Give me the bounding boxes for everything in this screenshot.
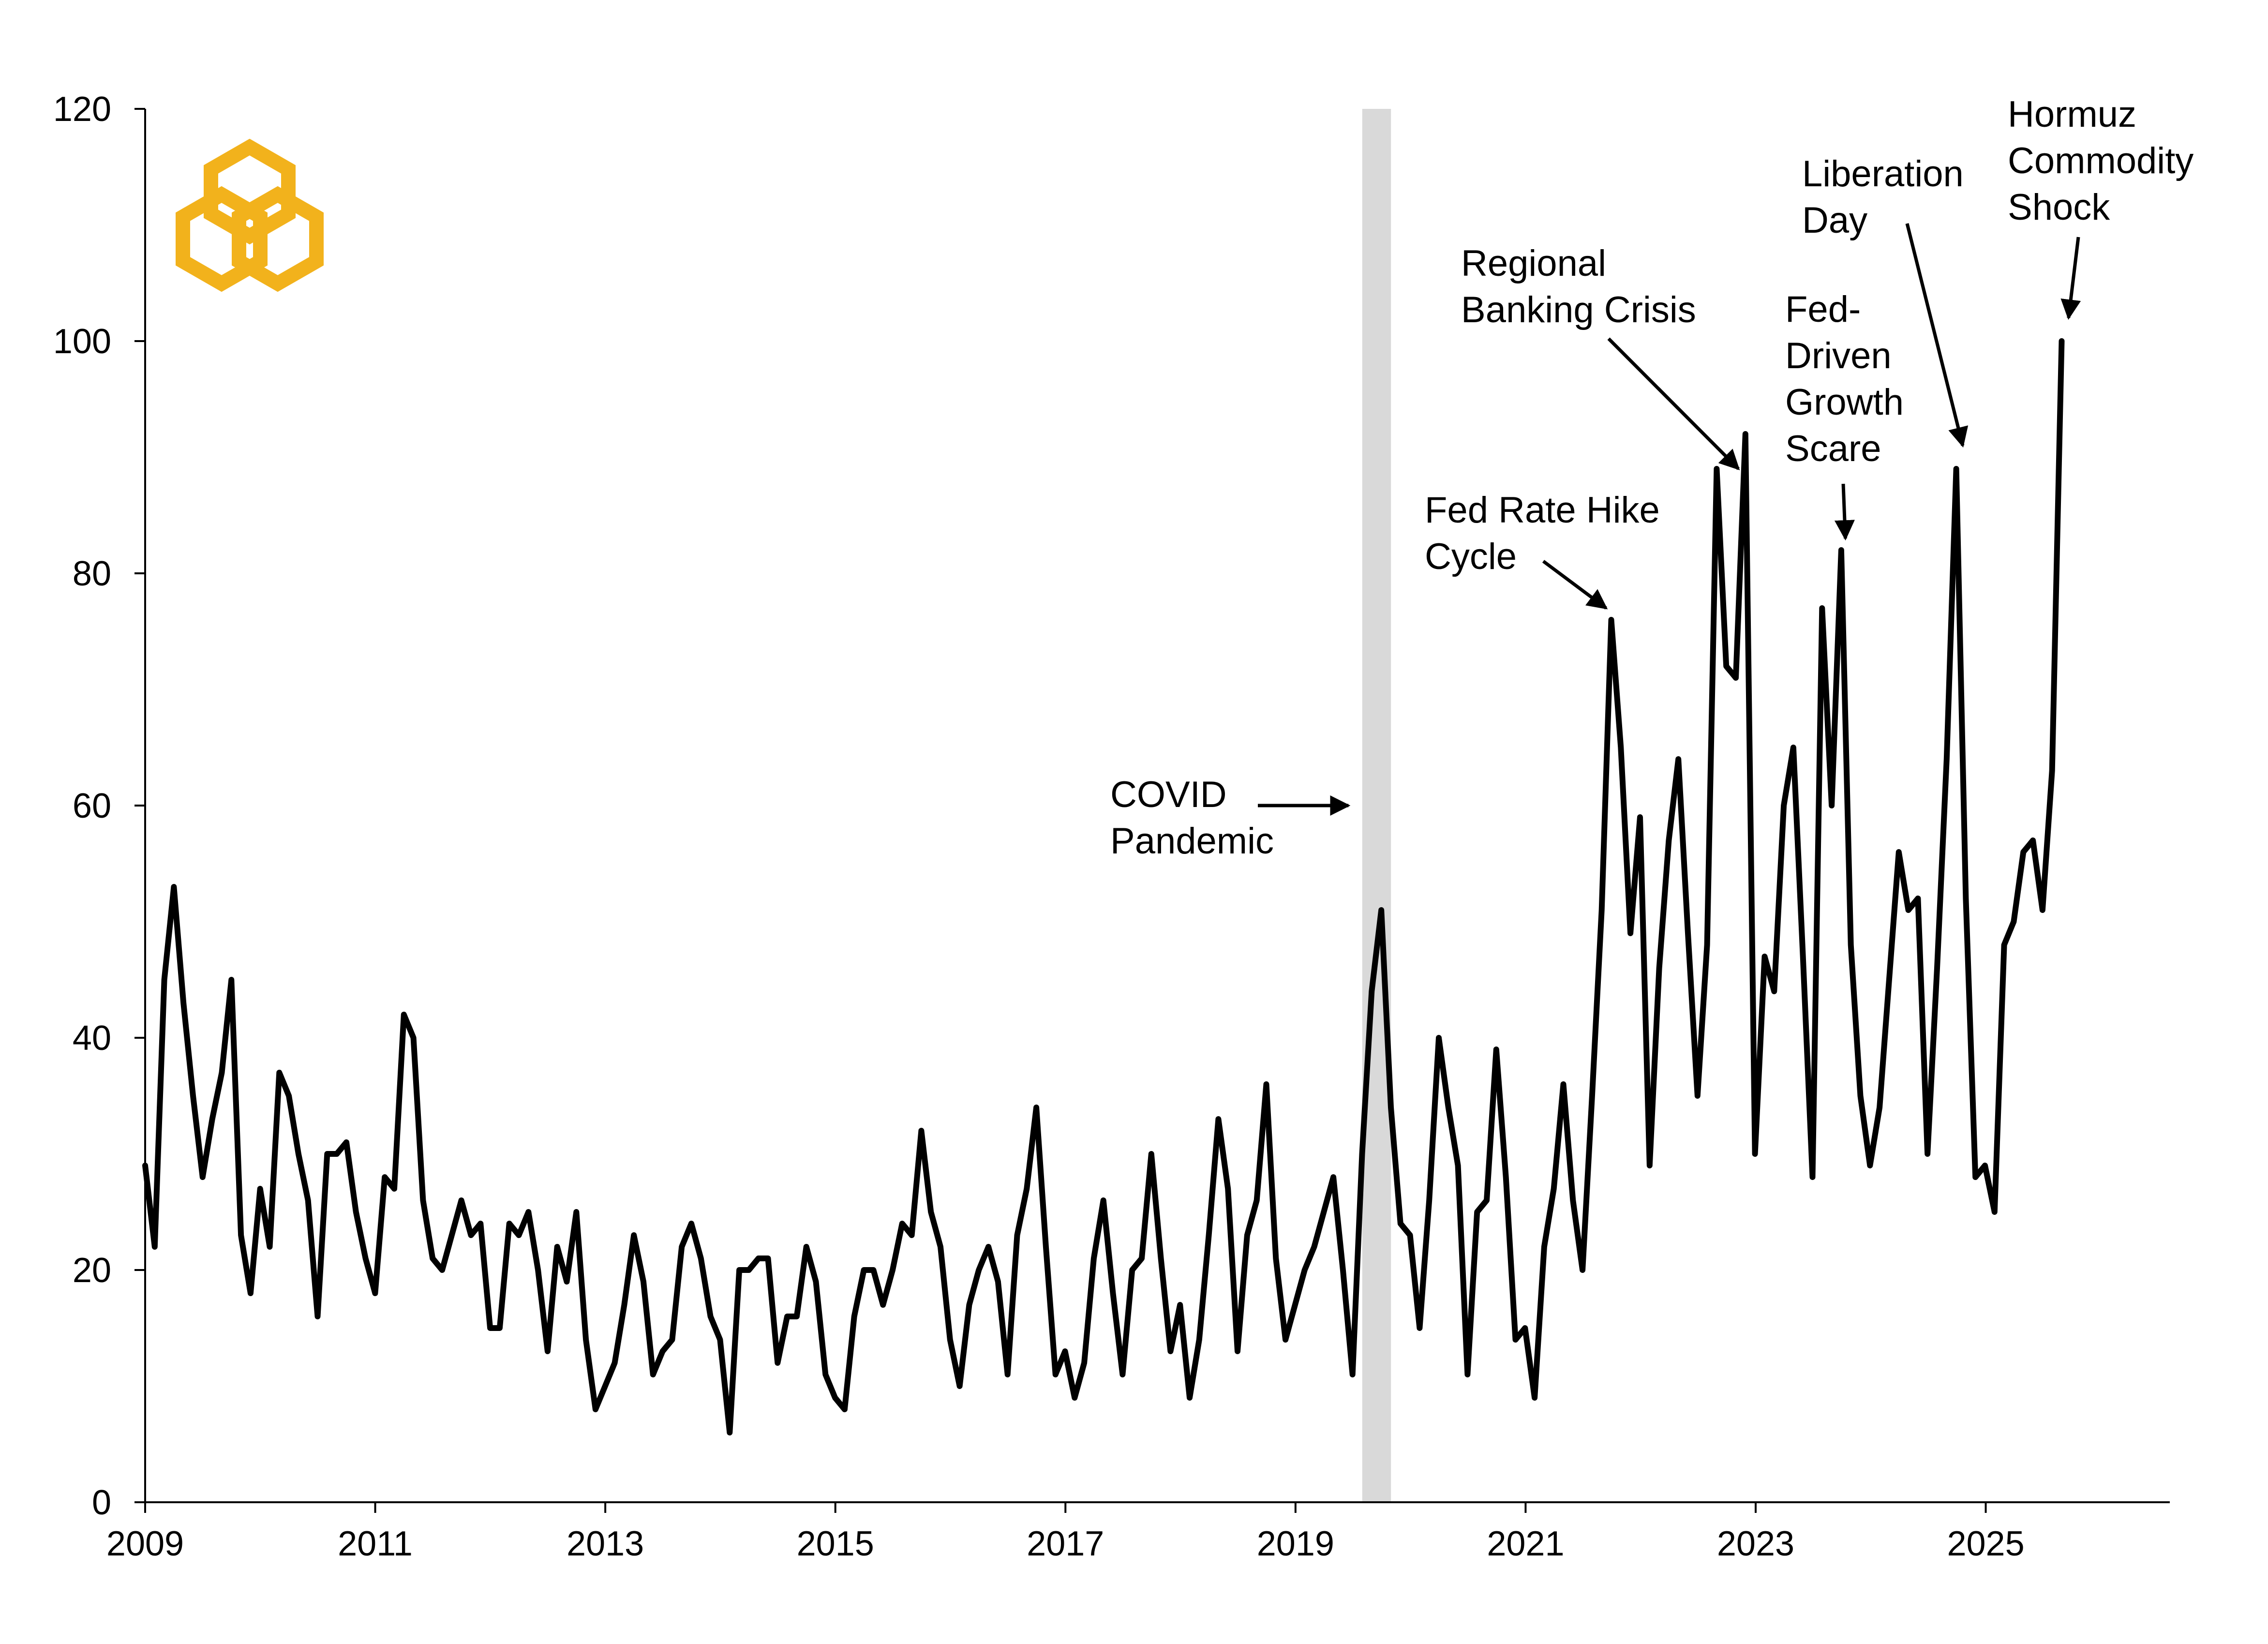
annotation-covid: COVID Pandemic xyxy=(1110,774,1351,862)
annotation-arrow xyxy=(1834,483,1855,541)
logo-hexagon-top xyxy=(204,138,296,245)
y-tick-label: 0 xyxy=(92,1483,111,1522)
annotation-label-line: Banking Crisis xyxy=(1461,289,1696,330)
annotation-label-line: Commodity xyxy=(2008,140,2193,181)
annotation-fed-rate: Fed Rate Hike Cycle xyxy=(1425,490,1660,610)
brand-logo xyxy=(176,138,324,292)
shading-layer xyxy=(1362,109,1391,1502)
annotation-banking: Regional Banking Crisis xyxy=(1461,243,1740,470)
annotation-arrow xyxy=(1542,560,1608,610)
x-tick-label: 2025 xyxy=(1947,1524,2024,1563)
annotation-label-line: Fed- xyxy=(1785,289,1861,330)
y-tick-label: 100 xyxy=(53,322,111,361)
y-tick-label: 40 xyxy=(73,1019,111,1058)
annotation-arrow xyxy=(1607,337,1740,470)
y-tick-label: 80 xyxy=(73,554,111,593)
axes-layer: 0 20 40 60 80 100 120 2009 2011 2013 2015 2017 2019 2… xyxy=(53,90,2170,1563)
y-tick-label: 60 xyxy=(73,787,111,825)
annotation-label-line: Growth xyxy=(1785,382,1904,423)
annotation-arrow xyxy=(2060,237,2081,320)
annotations-layer: COVID Pandemic Fed Rate Hike Cycle Regional B… xyxy=(1110,94,2193,862)
x-tick-label: 2023 xyxy=(1717,1524,1794,1563)
annotation-label-line: Fed Rate Hike xyxy=(1425,490,1660,531)
y-tick-label: 120 xyxy=(53,90,111,129)
annotation-label-line: Regional xyxy=(1461,243,1606,284)
annotation-hormuz: Hormuz Commodity Shock xyxy=(2008,94,2193,320)
annotation-label-line: COVID xyxy=(1110,774,1227,815)
series-layer xyxy=(142,338,2065,1435)
annotation-label-line: Cycle xyxy=(1425,536,1517,577)
annotation-label-line: Shock xyxy=(2008,187,2110,228)
annotation-arrow xyxy=(1905,223,1969,448)
annotation-fed-growth: Fed- Driven Growth Scare xyxy=(1785,289,1904,541)
logo-hexagon-right xyxy=(232,186,324,292)
x-tick-label: 2013 xyxy=(567,1524,644,1563)
y-tick-label: 20 xyxy=(73,1251,111,1290)
x-tick-label: 2011 xyxy=(338,1524,413,1563)
x-tick-label: 2017 xyxy=(1027,1524,1104,1563)
covid-shaded-region xyxy=(1362,109,1391,1502)
series-line xyxy=(142,338,2065,1435)
annotation-label-line: Hormuz xyxy=(2008,94,2136,135)
annotation-label-line: Liberation xyxy=(1802,153,1964,194)
logo-hexagon-left xyxy=(176,186,268,292)
annotation-label-line: Pandemic xyxy=(1110,821,1274,862)
annotation-label-line: Scare xyxy=(1785,428,1881,469)
x-tick-label: 2019 xyxy=(1257,1524,1334,1563)
x-tick-label: 2021 xyxy=(1487,1524,1564,1563)
x-tick-label: 2009 xyxy=(106,1524,184,1563)
annotation-label-line: Day xyxy=(1802,200,1867,241)
annotation-label-line: Driven xyxy=(1785,335,1892,376)
x-tick-label: 2015 xyxy=(797,1524,874,1563)
annotation-liberation: Liberation Day xyxy=(1802,153,1969,448)
